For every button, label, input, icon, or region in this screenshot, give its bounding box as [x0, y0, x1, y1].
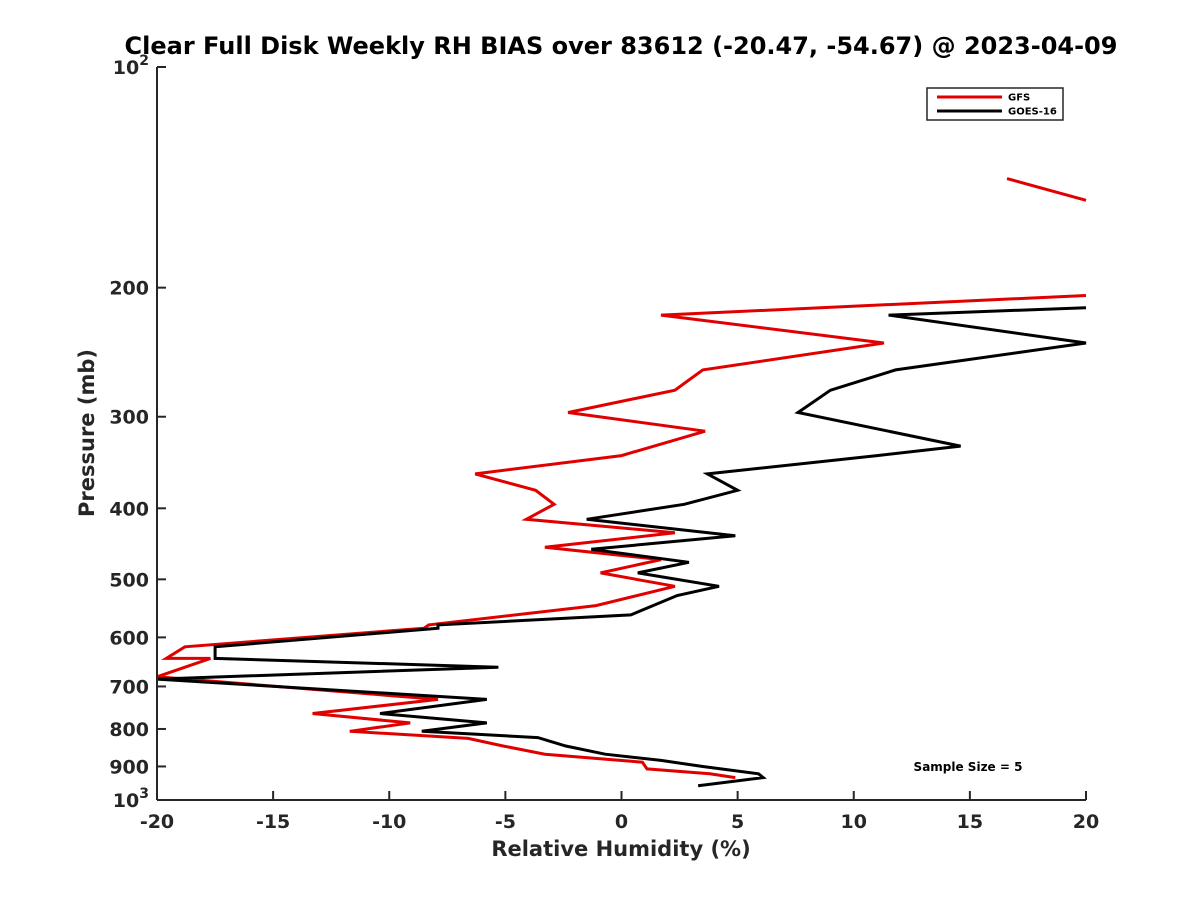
y-tick-label: 500: [109, 569, 149, 591]
x-tick-label: 0: [615, 811, 628, 833]
x-tick-label: 5: [731, 811, 744, 833]
y-tick-label: 600: [109, 627, 149, 649]
y-tick-label: 102: [113, 53, 149, 79]
x-tick-label: 20: [1073, 811, 1099, 833]
x-tick-label: 10: [841, 811, 867, 833]
legend-box: [926, 87, 1064, 121]
legend-label-gfs: GFS: [1008, 93, 1030, 104]
series-goes-16-line-1: [156, 306, 1087, 788]
x-axis-label: Relative Humidity (%): [491, 837, 750, 861]
legend-label-goes-16: GOES-16: [1008, 107, 1057, 118]
sample-size-annotation: Sample Size = 5: [914, 760, 1023, 774]
y-tick-label: 200: [109, 278, 149, 300]
plot-area: [156, 177, 1087, 788]
x-tick-label: 15: [957, 811, 983, 833]
axes: -20 -15 -10 -5 0 5 10 15 20 102 200 300 400 500 600 700…: [109, 53, 1099, 833]
x-tick-label: -20: [140, 811, 174, 833]
y-tick-label: 900: [109, 756, 149, 778]
y-tick-label: 300: [109, 407, 149, 429]
x-tick-label: -15: [256, 811, 290, 833]
y-tick-label: 400: [109, 498, 149, 520]
y-axis-label: Pressure (mb): [75, 349, 99, 517]
y-tick-label: 700: [109, 676, 149, 698]
x-tick-label: -5: [495, 811, 516, 833]
y-tick-label: 800: [109, 719, 149, 741]
y-tick-label: 103: [113, 786, 149, 812]
legend: GFS GOES-16: [926, 87, 1064, 121]
chart-title: Clear Full Disk Weekly RH BIAS over 8361…: [125, 32, 1118, 60]
x-tick-label: -10: [372, 811, 406, 833]
series-gfs-line-2: [156, 294, 1087, 780]
series-gfs-line-1: [1006, 177, 1087, 202]
